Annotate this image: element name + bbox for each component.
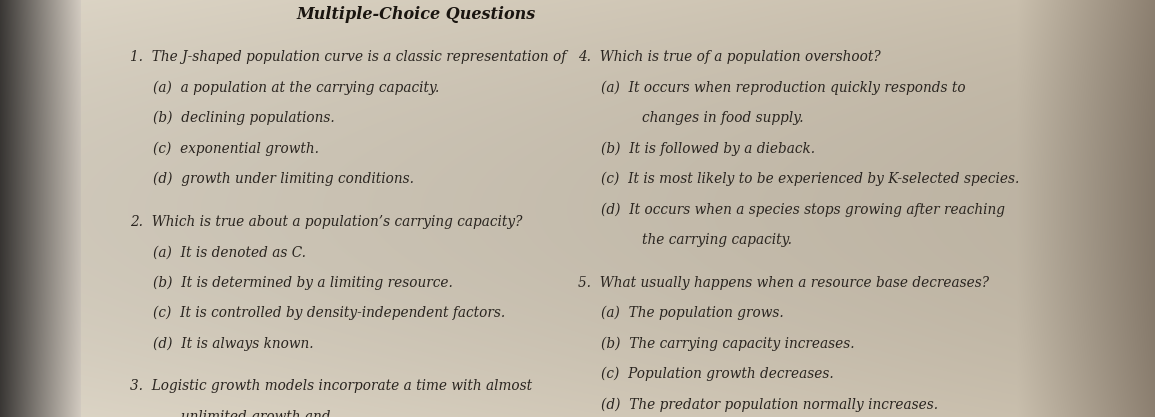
Text: (c)  Population growth decreases.: (c) Population growth decreases.	[601, 367, 834, 382]
Text: 5.  What usually happens when a resource base decreases?: 5. What usually happens when a resource …	[578, 276, 989, 290]
Text: (b)  It is determined by a limiting resource.: (b) It is determined by a limiting resou…	[154, 276, 453, 290]
Text: the carrying capacity.: the carrying capacity.	[641, 233, 791, 247]
Text: (b)  declining populations.: (b) declining populations.	[154, 111, 335, 126]
Text: (b)  The carrying capacity increases.: (b) The carrying capacity increases.	[601, 337, 855, 351]
Text: changes in food supply.: changes in food supply.	[641, 111, 803, 125]
Text: 1.  The J-shaped population curve is a classic representation of: 1. The J-shaped population curve is a cl…	[131, 50, 566, 64]
Text: (b)  It is followed by a dieback.: (b) It is followed by a dieback.	[601, 141, 815, 156]
Text: (d)  The predator population normally increases.: (d) The predator population normally inc…	[601, 397, 938, 412]
Text: (a)  It is denoted as C.: (a) It is denoted as C.	[154, 245, 306, 259]
Text: 3.  Logistic growth models incorporate a time with almost: 3. Logistic growth models incorporate a …	[131, 379, 532, 394]
Text: (a)  a population at the carrying capacity.: (a) a population at the carrying capacit…	[154, 80, 439, 95]
Text: (d)  It occurs when a species stops growing after reaching: (d) It occurs when a species stops growi…	[601, 202, 1005, 217]
Text: (a)  It occurs when reproduction quickly responds to: (a) It occurs when reproduction quickly …	[601, 80, 966, 95]
Text: 2.  Which is true about a population’s carrying capacity?: 2. Which is true about a population’s ca…	[131, 215, 522, 229]
Text: (c)  exponential growth.: (c) exponential growth.	[154, 141, 319, 156]
Text: (d)  It is always known.: (d) It is always known.	[154, 337, 314, 351]
Text: (a)  The population grows.: (a) The population grows.	[601, 306, 784, 321]
Text: (d)  growth under limiting conditions.: (d) growth under limiting conditions.	[154, 172, 415, 186]
Text: Multiple-Choice Questions: Multiple-Choice Questions	[296, 6, 536, 23]
Text: (c)  It is most likely to be experienced by K-selected species.: (c) It is most likely to be experienced …	[601, 172, 1020, 186]
Text: unlimited growth and: unlimited growth and	[159, 410, 330, 417]
Text: (c)  It is controlled by density-independent factors.: (c) It is controlled by density-independ…	[154, 306, 506, 321]
Text: 4.  Which is true of a population overshoot?: 4. Which is true of a population oversho…	[578, 50, 880, 64]
